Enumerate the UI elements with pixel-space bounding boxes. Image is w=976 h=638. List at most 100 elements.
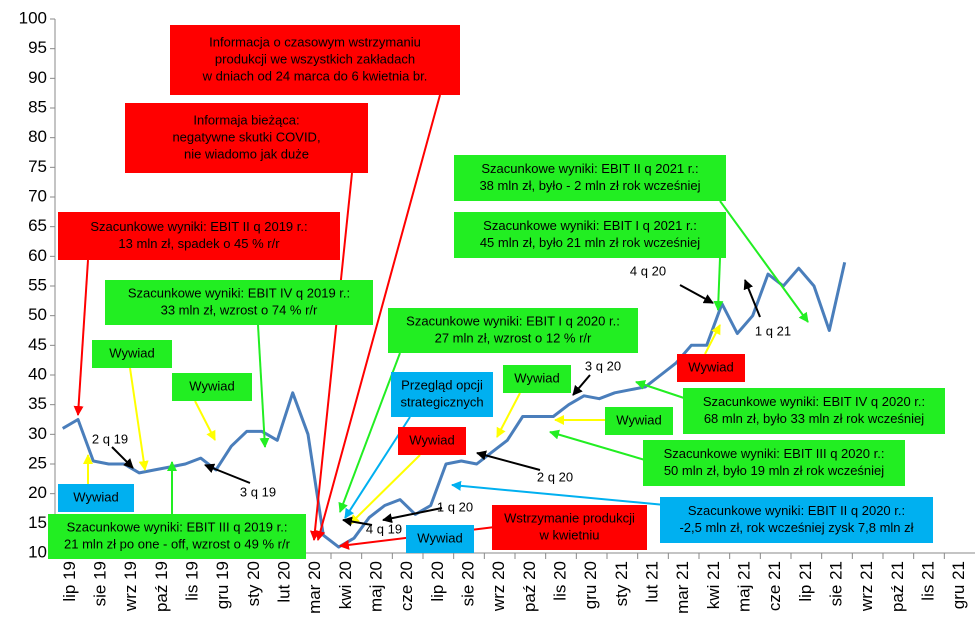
arrow xyxy=(743,279,761,318)
annotation-box xyxy=(58,484,134,512)
annotation-box xyxy=(605,407,673,435)
x-tick-label: lis 19 xyxy=(182,561,201,601)
annotation-text: 50 mln zł, było 19 mln zł rok wcześniej xyxy=(664,463,884,478)
annotation-box xyxy=(454,155,726,201)
annotation-text: Szacunkowe wyniki: EBIT II q 2020 r.: xyxy=(688,503,905,518)
annotation-box xyxy=(105,280,373,325)
y-tick-label: 35 xyxy=(28,394,47,413)
quarter-label: 1 q 20 xyxy=(437,499,473,514)
y-tick-label: 100 xyxy=(19,8,47,27)
annotation-text: Wywiad xyxy=(73,489,118,504)
arrow xyxy=(342,516,373,527)
x-tick-label: cze 21 xyxy=(765,561,784,611)
annotation-box xyxy=(492,505,647,550)
y-tick-label: 90 xyxy=(28,68,47,87)
y-tick-label: 40 xyxy=(28,364,47,383)
annotation-text: -2,5 mln zł, rok wcześniej zysk 7,8 mln … xyxy=(679,520,913,535)
axes: 10 15 20 25 30 35 40 45 50 55 60 65 70 75 80 85 90 95 100 l… xyxy=(19,8,975,614)
arrow xyxy=(309,172,353,541)
x-tick-label: paź 20 xyxy=(520,561,539,612)
arrow xyxy=(349,454,421,525)
annotation-text: Szacunkowe wyniki: EBIT III q 2019 r.: xyxy=(67,519,288,534)
x-tick-label: lis 21 xyxy=(918,561,937,601)
quarter-label: 3 q 19 xyxy=(240,484,276,499)
x-tick-label: lip 19 xyxy=(60,561,79,602)
y-tick-label: 45 xyxy=(28,335,47,354)
annotation-box xyxy=(454,212,726,258)
annotation-text: Wstrzymanie produkcji xyxy=(504,510,635,525)
annotation-box xyxy=(683,388,945,434)
arrow xyxy=(111,446,134,469)
annotation-box xyxy=(170,25,460,95)
arrow xyxy=(129,367,149,471)
annotation-text: Szacunkowe wyniki: EBIT IV q 2019 r.: xyxy=(128,285,350,300)
x-tick-label: sie 21 xyxy=(826,561,845,606)
arrow xyxy=(719,200,809,323)
y-tick-label: 85 xyxy=(28,97,47,116)
y-tick-label: 25 xyxy=(28,453,47,472)
quarter-label: 2 q 19 xyxy=(92,431,128,446)
annotation-text: Szacunkowe wyniki: EBIT III q 2020 r.: xyxy=(664,446,885,461)
annotation-text: nie wiadomo jak duże xyxy=(184,146,309,161)
x-tick-label: sty 20 xyxy=(244,561,263,606)
quarter-label: 1 q 21 xyxy=(755,323,791,338)
annotation-text: 68 mln zł, było 33 mln zł rok wcześniej xyxy=(704,411,924,426)
y-tick-label: 75 xyxy=(28,157,47,176)
x-tick-label: cze 20 xyxy=(397,561,416,611)
annotation-text: Informacja o czasowym wstrzymaniu xyxy=(209,34,421,49)
annotation-text: Szacunkowe wyniki: EBIT II q 2019 r.: xyxy=(90,219,307,234)
y-tick-label: 65 xyxy=(28,216,47,235)
annotation-box xyxy=(660,497,933,543)
annotation-text: Szacunkowe wyniki: EBIT I q 2020 r.: xyxy=(406,313,620,328)
annotation-text: Wywiad xyxy=(688,359,733,374)
quarter-label: 4 q 20 xyxy=(630,263,666,278)
x-tick-label: sty 21 xyxy=(612,561,631,606)
annotations: Informacja o czasowym wstrzymaniu produkc… xyxy=(48,25,945,559)
y-tick-label: 55 xyxy=(28,275,47,294)
y-tick-label: 30 xyxy=(28,424,47,443)
annotation-box xyxy=(391,372,493,417)
annotation-text: negatywne skutki COVID, xyxy=(172,129,320,144)
arrow xyxy=(73,259,89,416)
x-tick-label: kwi 20 xyxy=(336,561,355,609)
x-tick-label: mar 21 xyxy=(673,561,692,614)
arrow xyxy=(338,352,401,513)
arrow xyxy=(713,257,724,311)
annotation-box xyxy=(677,354,745,382)
x-tick-label: sie 19 xyxy=(90,561,109,606)
arrow xyxy=(194,400,216,441)
y-tick-label: 80 xyxy=(28,127,47,146)
annotation-box xyxy=(172,373,252,401)
x-tick-label: sie 20 xyxy=(458,561,477,606)
arrow xyxy=(451,480,666,506)
annotation-text: Wywiad xyxy=(417,530,462,545)
annotation-text: Wywiad xyxy=(109,345,154,360)
y-tick-label: 10 xyxy=(28,542,47,561)
arrow xyxy=(635,380,691,401)
annotation-box xyxy=(406,525,474,553)
x-tick-label: paź 19 xyxy=(152,561,171,612)
arrow xyxy=(496,392,521,438)
annotation-text: Szacunkowe wyniki: EBIT II q 2021 r.: xyxy=(481,161,698,176)
y-tick-label: 15 xyxy=(28,513,47,532)
annotation-box xyxy=(58,212,340,260)
annotation-text: 27 mln zł, wzrost o 12 % r/r xyxy=(435,330,592,345)
annotation-box xyxy=(48,514,306,559)
arrow xyxy=(572,374,591,396)
annotation-box xyxy=(388,308,638,353)
y-tick-label: 95 xyxy=(28,38,47,57)
arrow xyxy=(679,284,714,304)
annotation-text: Wywiad xyxy=(514,370,559,385)
arrow xyxy=(549,429,646,461)
annotation-text: w kwietniu xyxy=(539,527,600,542)
x-tick-label: maj 20 xyxy=(366,561,385,612)
arrow xyxy=(315,94,441,541)
annotation-text: Szacunkowe wyniki: EBIT I q 2021 r.: xyxy=(483,218,697,233)
annotation-box xyxy=(643,440,905,486)
y-tick-label: 50 xyxy=(28,305,47,324)
annotation-box xyxy=(92,340,172,368)
arrow xyxy=(204,463,251,484)
arrow xyxy=(257,324,270,448)
x-tick-label: wrz 21 xyxy=(857,561,876,612)
